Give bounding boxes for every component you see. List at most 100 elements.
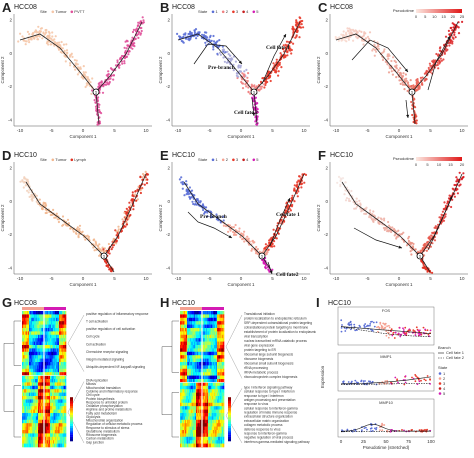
heatmap-cell <box>54 413 56 417</box>
heatmap-cell <box>47 419 49 424</box>
colorbar-step <box>70 423 73 426</box>
heatmap-cell <box>23 358 25 363</box>
heatmap-cell <box>215 334 217 339</box>
heatmap-cell <box>38 396 40 400</box>
heatmap-cell <box>22 402 24 407</box>
cell-point <box>212 45 215 49</box>
heatmap-cell <box>45 406 47 410</box>
x-tick-label: 10 <box>459 276 465 281</box>
heatmap-cell <box>24 314 26 319</box>
cell-point <box>226 50 229 53</box>
heatmap-cell <box>45 416 47 421</box>
trajectory-line <box>341 181 421 257</box>
heatmap-cell <box>222 355 224 359</box>
heatmap-cell <box>192 345 194 349</box>
heatmap-cell <box>210 321 212 325</box>
cell-point <box>243 73 246 76</box>
cell-point <box>25 178 28 181</box>
heatmap-cell <box>57 433 59 438</box>
cell-point <box>101 91 105 94</box>
heatmap-cell <box>48 440 50 444</box>
heatmap-cell <box>214 334 216 339</box>
heatmap-cell <box>214 328 216 332</box>
heatmap-cell <box>46 433 48 438</box>
y-tick-label: -2 <box>166 232 170 237</box>
heatmap-cell <box>23 396 25 400</box>
heatmap-cell <box>64 436 66 441</box>
heatmap-cell <box>192 321 194 325</box>
heatmap-cell <box>192 348 194 353</box>
heatmap-cell <box>23 402 25 407</box>
heatmap-cell <box>183 321 185 325</box>
cell-point <box>337 39 340 42</box>
heatmap-cell <box>57 406 59 410</box>
cell-point <box>76 73 79 76</box>
cell-point <box>395 67 398 70</box>
heatmap-cell <box>196 328 198 332</box>
heatmap-cell <box>64 396 66 400</box>
heatmap-cell <box>63 396 65 400</box>
heatmap-cell <box>56 413 58 417</box>
heatmap-cell <box>25 413 27 417</box>
heatmap-cell <box>185 338 187 342</box>
heatmap-cell <box>34 433 36 438</box>
heatmap-cell <box>53 358 55 363</box>
cell-point <box>448 33 451 36</box>
cell-point <box>460 178 463 181</box>
heatmap-cell <box>30 372 32 376</box>
heatmap-cell <box>199 348 201 353</box>
heatmap-cell <box>25 443 27 448</box>
cell-point <box>54 42 58 45</box>
cell-point <box>377 216 380 219</box>
cell-point <box>188 39 191 42</box>
heatmap-cell <box>62 396 64 400</box>
heatmap-cell <box>64 348 66 353</box>
heatmap-cell <box>23 345 25 349</box>
cell-point <box>445 49 448 52</box>
cell-point <box>296 29 299 32</box>
heatmap-cell <box>28 372 30 376</box>
cell-point <box>284 43 287 47</box>
heatmap-cell <box>36 324 38 329</box>
heatmap-cell <box>49 406 51 410</box>
heatmap-cell <box>33 368 35 373</box>
heatmap-cell <box>222 345 224 349</box>
heatmap-cell <box>183 324 185 329</box>
heatmap-cell <box>55 311 57 315</box>
heatmap-cell <box>214 351 216 356</box>
heatmap-cell <box>53 430 55 434</box>
heatmap-cell <box>22 314 24 319</box>
heatmap-cell <box>55 436 57 441</box>
heatmap-cell <box>36 351 38 356</box>
heatmap-cell <box>36 423 38 427</box>
heatmap-cell <box>32 436 34 441</box>
heatmap-cell <box>46 443 48 448</box>
heatmap-cell <box>23 440 25 444</box>
heatmap-cell <box>58 389 60 393</box>
x-tick-label: 5 <box>113 128 116 133</box>
panel-letter: D <box>2 148 12 163</box>
heatmap-cell <box>38 430 40 434</box>
cell-point <box>215 213 218 216</box>
heatmap-cell <box>38 413 40 417</box>
heatmap-cell <box>191 334 193 339</box>
heatmap-cell <box>42 338 44 342</box>
heatmap-cell <box>218 317 220 322</box>
heatmap-cell <box>28 311 30 315</box>
cell-point <box>341 177 345 180</box>
cell-point <box>391 73 394 76</box>
bottom-cluster-term: Arginine and proline metabolism <box>86 408 132 412</box>
heatmap-cell <box>28 399 30 404</box>
heatmap-cell <box>45 392 47 397</box>
heatmap-cell <box>189 341 191 346</box>
heatmap-cell <box>45 311 47 315</box>
heatmap-cell <box>221 317 223 322</box>
y-tick-label: -2 <box>166 84 170 89</box>
heatmap-cell <box>211 348 213 353</box>
heatmap-cell <box>184 348 186 353</box>
heatmap-cell <box>29 426 31 431</box>
cell-point <box>275 237 278 240</box>
cell-point <box>249 92 252 95</box>
heatmap-cell <box>212 355 214 359</box>
heatmap-cell <box>22 345 24 349</box>
